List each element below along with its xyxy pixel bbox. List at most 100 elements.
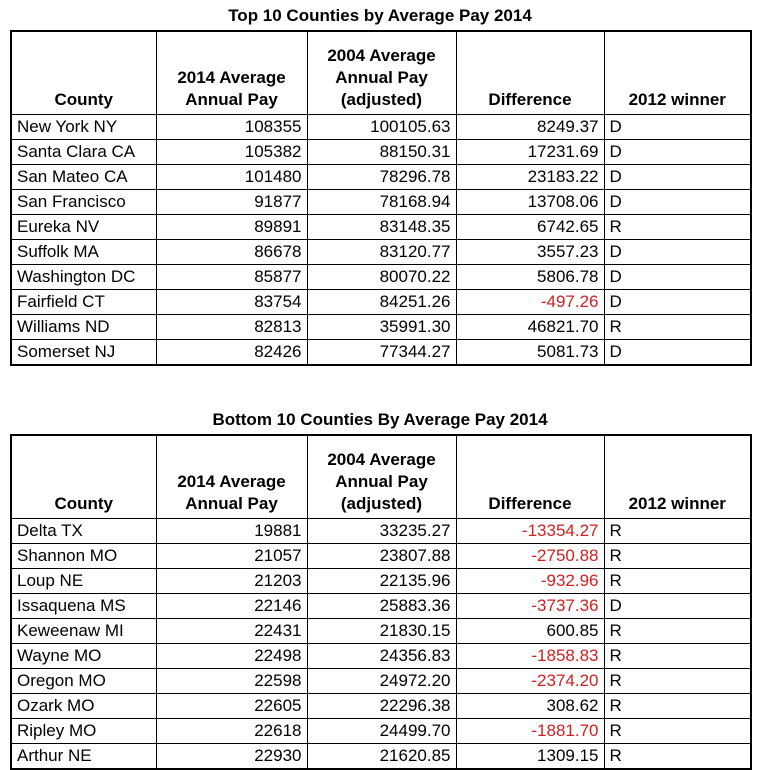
difference-cell: 17231.69: [455, 139, 605, 165]
winner-cell: R: [603, 618, 752, 644]
pay-2004-cell: 24499.70: [306, 718, 457, 744]
column-header-county: County: [10, 434, 157, 519]
column-header-difference: Difference: [455, 434, 605, 519]
difference-cell: 8249.37: [455, 114, 605, 140]
table-row: Shannon MO 21057 23807.88 -2750.88 R: [10, 543, 752, 569]
county-cell: Santa Clara CA: [10, 139, 157, 165]
bottom10-table-body: Delta TX 19881 33235.27 -13354.27 R Shan…: [10, 518, 752, 770]
pay-2004-cell: 22296.38: [306, 693, 457, 719]
pay-2004-cell: 24972.20: [306, 668, 457, 694]
difference-cell: 600.85: [455, 618, 605, 644]
pay-2014-cell: 108355: [155, 114, 308, 140]
difference-cell: -2374.20: [455, 668, 605, 694]
pay-2014-cell: 105382: [155, 139, 308, 165]
county-cell: Loup NE: [10, 568, 157, 594]
table-row: Somerset NJ 82426 77344.27 5081.73 D: [10, 339, 752, 366]
county-cell: Ozark MO: [10, 693, 157, 719]
table-row: San Francisco 91877 78168.94 13708.06 D: [10, 189, 752, 215]
pay-2014-cell: 21057: [155, 543, 308, 569]
county-cell: San Francisco: [10, 189, 157, 215]
difference-cell: 46821.70: [455, 314, 605, 340]
difference-cell: 6742.65: [455, 214, 605, 240]
column-header-winner: 2012 winner: [603, 434, 752, 519]
table-row: Suffolk MA 86678 83120.77 3557.23 D: [10, 239, 752, 265]
difference-cell: 1309.15: [455, 743, 605, 770]
top10-table-title: Top 10 Counties by Average Pay 2014: [228, 6, 532, 25]
pay-2004-cell: 77344.27: [306, 339, 457, 366]
winner-cell: R: [603, 314, 752, 340]
pay-2014-cell: 86678: [155, 239, 308, 265]
winner-cell: R: [603, 568, 752, 594]
county-cell: Somerset NJ: [10, 339, 157, 366]
county-cell: Shannon MO: [10, 543, 157, 569]
county-cell: Suffolk MA: [10, 239, 157, 265]
column-header-2014-pay: 2014 Average Annual Pay: [155, 30, 308, 115]
header-row: County 2014 Average Annual Pay 2004 Aver…: [10, 30, 752, 115]
top10-table: County 2014 Average Annual Pay 2004 Aver…: [10, 30, 752, 366]
county-cell: Arthur NE: [10, 743, 157, 770]
table-row: San Mateo CA 101480 78296.78 23183.22 D: [10, 164, 752, 190]
pay-2004-cell: 33235.27: [306, 518, 457, 544]
column-header-difference: Difference: [455, 30, 605, 115]
difference-cell: 23183.22: [455, 164, 605, 190]
winner-cell: R: [603, 693, 752, 719]
county-cell: Williams ND: [10, 314, 157, 340]
winner-cell: R: [603, 743, 752, 770]
pay-2014-cell: 89891: [155, 214, 308, 240]
county-cell: Ripley MO: [10, 718, 157, 744]
county-cell: Issaquena MS: [10, 593, 157, 619]
winner-cell: R: [603, 668, 752, 694]
county-cell: Washington DC: [10, 264, 157, 290]
pay-2004-cell: 83148.35: [306, 214, 457, 240]
pay-2014-cell: 85877: [155, 264, 308, 290]
county-cell: San Mateo CA: [10, 164, 157, 190]
table-row: Ozark MO 22605 22296.38 308.62 R: [10, 693, 752, 719]
winner-cell: D: [603, 339, 752, 366]
pay-2014-cell: 22598: [155, 668, 308, 694]
difference-cell: 13708.06: [455, 189, 605, 215]
pay-2014-cell: 22618: [155, 718, 308, 744]
pay-2014-cell: 22431: [155, 618, 308, 644]
difference-cell: 5806.78: [455, 264, 605, 290]
winner-cell: D: [603, 593, 752, 619]
difference-cell: -1881.70: [455, 718, 605, 744]
winner-cell: D: [603, 264, 752, 290]
pay-2004-cell: 21830.15: [306, 618, 457, 644]
table-row: Wayne MO 22498 24356.83 -1858.83 R: [10, 643, 752, 669]
top10-table-section: Top 10 Counties by Average Pay 2014 Coun…: [10, 6, 752, 366]
difference-cell: -1858.83: [455, 643, 605, 669]
winner-cell: D: [603, 239, 752, 265]
pay-2004-cell: 80070.22: [306, 264, 457, 290]
winner-cell: R: [603, 214, 752, 240]
pay-2014-cell: 91877: [155, 189, 308, 215]
winner-cell: D: [603, 139, 752, 165]
bottom10-table-title: Bottom 10 Counties By Average Pay 2014: [212, 410, 548, 429]
difference-cell: -497.26: [455, 289, 605, 315]
pay-2004-cell: 88150.31: [306, 139, 457, 165]
pay-2004-cell: 21620.85: [306, 743, 457, 770]
county-cell: Delta TX: [10, 518, 157, 544]
pay-2014-cell: 19881: [155, 518, 308, 544]
difference-cell: -932.96: [455, 568, 605, 594]
column-header-county: County: [10, 30, 157, 115]
pay-2004-cell: 84251.26: [306, 289, 457, 315]
pay-2004-cell: 35991.30: [306, 314, 457, 340]
table-row: Keweenaw MI 22431 21830.15 600.85 R: [10, 618, 752, 644]
pay-2014-cell: 21203: [155, 568, 308, 594]
winner-cell: D: [603, 164, 752, 190]
pay-2004-cell: 23807.88: [306, 543, 457, 569]
bottom10-table-header: County 2014 Average Annual Pay 2004 Aver…: [10, 434, 752, 519]
pay-2004-cell: 100105.63: [306, 114, 457, 140]
difference-cell: 3557.23: [455, 239, 605, 265]
county-cell: Fairfield CT: [10, 289, 157, 315]
winner-cell: D: [603, 289, 752, 315]
table-row: Loup NE 21203 22135.96 -932.96 R: [10, 568, 752, 594]
county-cell: New York NY: [10, 114, 157, 140]
pay-2014-cell: 101480: [155, 164, 308, 190]
table-row: Oregon MO 22598 24972.20 -2374.20 R: [10, 668, 752, 694]
pay-2014-cell: 22930: [155, 743, 308, 770]
table-row: Issaquena MS 22146 25883.36 -3737.36 D: [10, 593, 752, 619]
county-cell: Oregon MO: [10, 668, 157, 694]
column-header-2014-pay: 2014 Average Annual Pay: [155, 434, 308, 519]
difference-cell: -2750.88: [455, 543, 605, 569]
